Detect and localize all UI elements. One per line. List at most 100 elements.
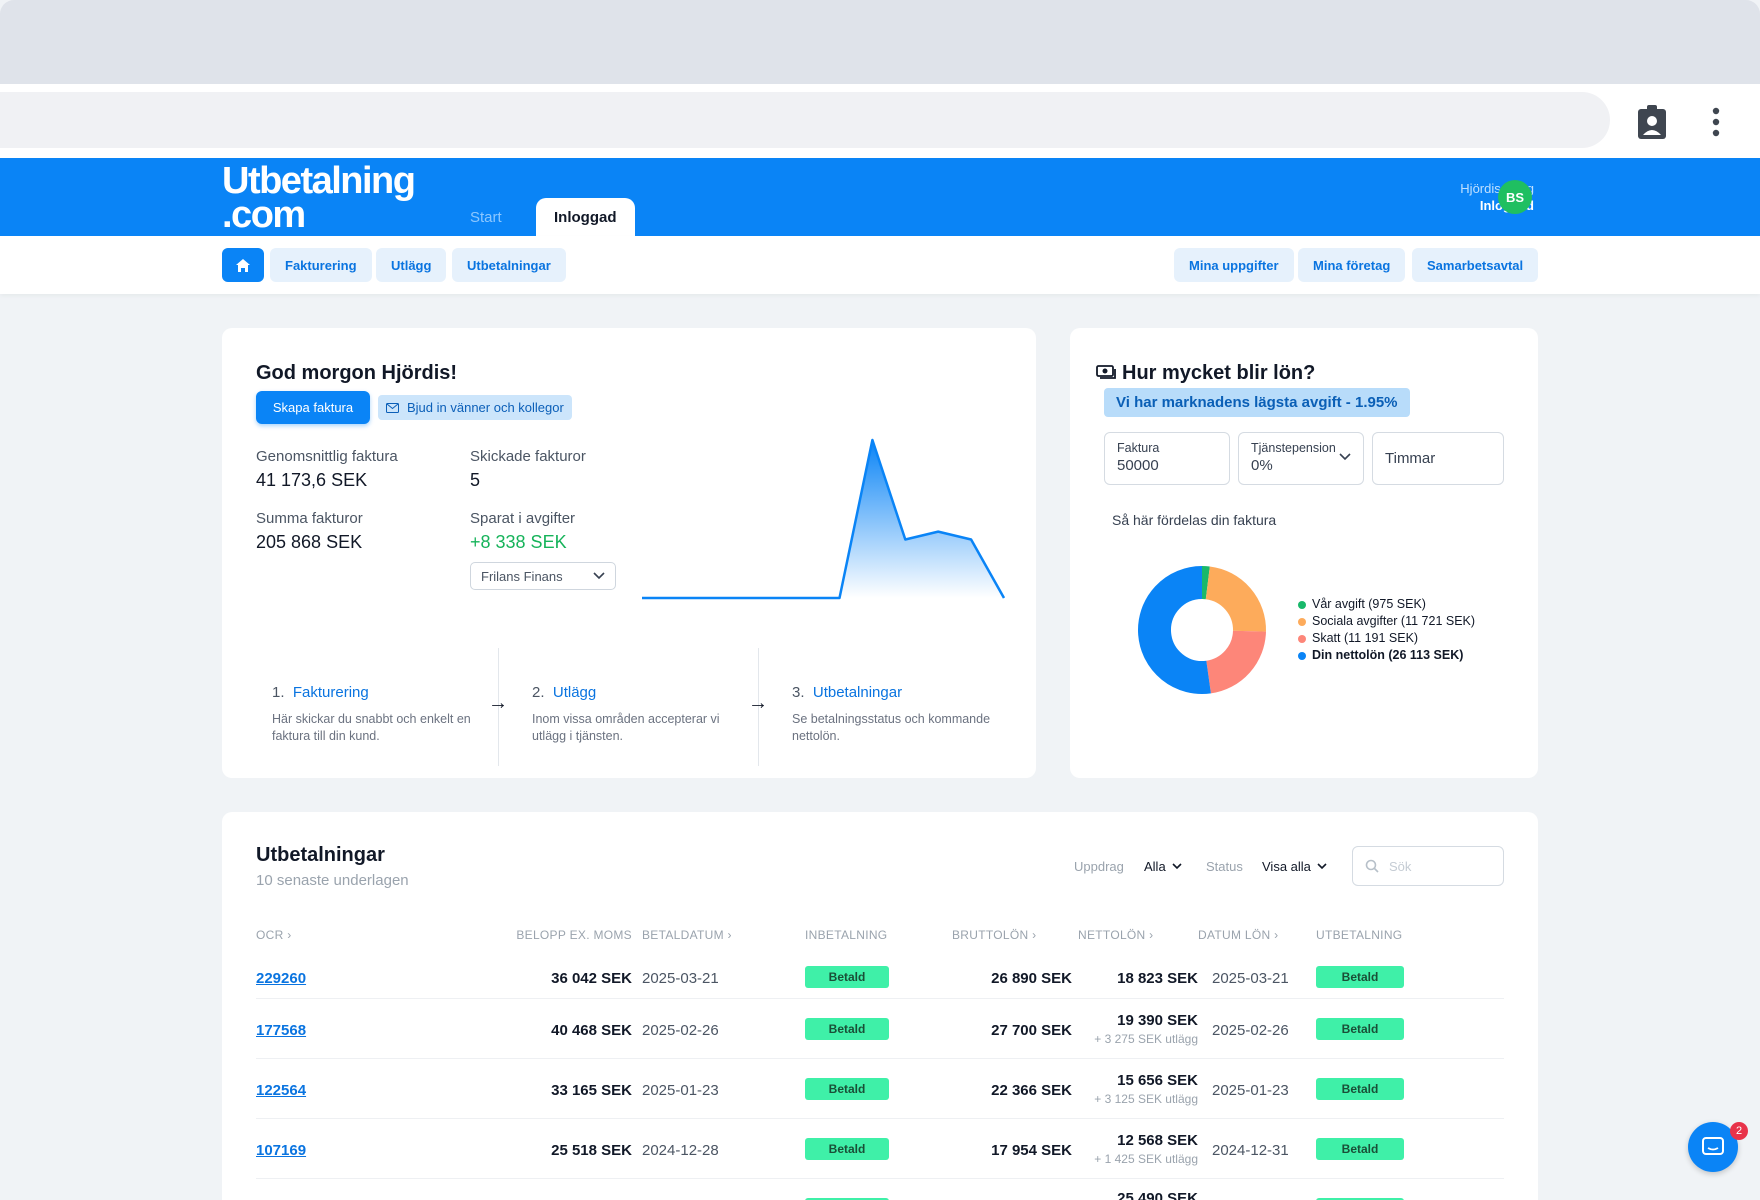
status-select[interactable]: Visa alla	[1262, 859, 1327, 874]
status-value: Visa alla	[1262, 859, 1311, 874]
gross: 17 954 SEK	[991, 1142, 1072, 1159]
faktura-label: Faktura	[1117, 441, 1160, 455]
step-link-fakturering[interactable]: Fakturering	[292, 684, 369, 701]
provider-select[interactable]: Frilans Finans	[470, 562, 616, 590]
salary-title: Hur mycket blir lön?	[1122, 362, 1316, 384]
ocr-link[interactable]: 177568	[256, 1022, 307, 1039]
uppdrag-label: Uppdrag	[1074, 859, 1124, 874]
status-badge: Betald	[805, 966, 889, 988]
avatar[interactable]: BS	[1498, 180, 1532, 214]
gross: 26 890 SEK	[991, 970, 1072, 987]
home-button[interactable]	[222, 248, 264, 282]
net: 18 823 SEK	[1117, 970, 1198, 987]
invite-button[interactable]: Bjud in vänner och kollegor	[378, 395, 572, 420]
faktura-field[interactable]: Faktura 50000	[1104, 432, 1230, 485]
arrow-right-icon: →	[488, 692, 508, 714]
row-divider	[256, 1118, 1504, 1119]
legend-label: Skatt (11 191 SEK)	[1312, 631, 1419, 645]
expense-note: + 3 125 SEK utlägg	[1094, 1092, 1198, 1106]
provider-select-value: Frilans Finans	[481, 568, 563, 584]
ocr-link[interactable]: 122564	[256, 1082, 307, 1099]
salary-date: 2025-02-26	[1212, 1022, 1289, 1039]
legend-label: Vår avgift (975 SEK)	[1312, 597, 1426, 611]
browser-toolbar	[0, 84, 1760, 158]
step-link-utbetalningar[interactable]: Utbetalningar	[812, 684, 903, 701]
sent-invoices-value: 5	[470, 470, 481, 490]
legend-item-fee: Vår avgift (975 SEK)	[1298, 596, 1475, 613]
col-gross[interactable]: BRUTTOLÖN ›	[952, 928, 1037, 942]
salary-date: 2025-01-23	[1212, 1082, 1289, 1099]
money-icon	[1096, 365, 1116, 379]
browser-titlebar	[0, 0, 1760, 84]
status-label: Status	[1206, 859, 1243, 874]
donut-slice-2	[1205, 629, 1266, 694]
status-badge: Betald	[1316, 1138, 1404, 1160]
step-description: Inom vissa områden accepterar vi utlägg …	[532, 712, 720, 743]
row-divider	[256, 1178, 1504, 1179]
hours-field[interactable]: Timmar	[1372, 432, 1504, 485]
welcome-card: God morgon Hjördis! Skapa faktura Bjud i…	[222, 328, 1036, 778]
nav-samarbetsavtal[interactable]: Samarbetsavtal	[1412, 248, 1539, 282]
search-icon	[1365, 859, 1379, 873]
ocr-link[interactable]: 107169	[256, 1142, 307, 1159]
arrow-right-icon: →	[748, 692, 768, 714]
chat-button[interactable]	[1688, 1122, 1738, 1172]
profile-badge-icon[interactable]	[1632, 102, 1672, 142]
legend-item-tax: Skatt (11 191 SEK)	[1298, 630, 1475, 647]
address-bar[interactable]	[0, 92, 1610, 148]
col-ocr[interactable]: OCR ›	[256, 928, 292, 942]
uppdrag-select[interactable]: Alla	[1144, 859, 1182, 874]
paydate: 2024-12-28	[642, 1142, 719, 1159]
nav-utbetalningar[interactable]: Utbetalningar	[452, 248, 566, 282]
tab-start[interactable]: Start	[470, 208, 502, 226]
kebab-menu-icon[interactable]	[1696, 102, 1736, 142]
logo-line2: .com	[222, 194, 306, 236]
legend-label: Din nettolön (26 113 SEK)	[1312, 648, 1464, 662]
nav-mina-uppgifter[interactable]: Mina uppgifter	[1174, 248, 1294, 282]
nav-mina-foretag[interactable]: Mina företag	[1298, 248, 1406, 282]
expense-note: + 3 275 SEK utlägg	[1094, 1032, 1198, 1046]
nav-utlagg[interactable]: Utlägg	[376, 248, 447, 282]
col-net[interactable]: NETTOLÖN ›	[1078, 928, 1154, 942]
legend-dot	[1298, 617, 1306, 626]
donut-legend: Vår avgift (975 SEK) Sociala avgifter (1…	[1298, 596, 1475, 664]
avg-invoice-label: Genomsnittlig faktura	[256, 448, 398, 465]
col-salary-date[interactable]: DATUM LÖN ›	[1198, 928, 1279, 942]
faktura-value: 50000	[1117, 457, 1159, 474]
net: 15 656 SEK	[1117, 1072, 1198, 1089]
step-number: 3.	[792, 684, 805, 701]
mail-icon	[386, 402, 399, 413]
paydate: 2025-02-26	[642, 1022, 719, 1039]
tab-inloggad[interactable]: Inloggad	[536, 198, 635, 236]
amount: 33 165 SEK	[551, 1082, 632, 1099]
col-paydate[interactable]: BETALDATUM ›	[642, 928, 732, 942]
status-badge	[1316, 1198, 1404, 1200]
status-badge: Betald	[805, 1138, 889, 1160]
status-badge	[805, 1198, 889, 1200]
expense-note: + 1 425 SEK utlägg	[1094, 1152, 1198, 1166]
step-link-utlagg[interactable]: Utlägg	[552, 684, 597, 701]
donut-slice-1	[1204, 566, 1266, 632]
sub-navigation: Fakturering Utlägg Utbetalningar Mina up…	[0, 236, 1760, 294]
status-badge: Betald	[805, 1018, 889, 1040]
chat-icon	[1702, 1137, 1724, 1155]
pension-select[interactable]: Tjänstepension 0%	[1238, 432, 1364, 485]
invoice-distribution-donut	[1138, 566, 1266, 694]
saved-fees-value: +8 338 SEK	[470, 532, 567, 552]
paydate: 2025-01-23	[642, 1082, 719, 1099]
ocr-link[interactable]: 229260	[256, 970, 307, 987]
nav-fakturering[interactable]: Fakturering	[270, 248, 372, 282]
create-invoice-button[interactable]: Skapa faktura	[256, 391, 370, 424]
hours-placeholder: Timmar	[1385, 450, 1436, 467]
amount: 25 518 SEK	[551, 1142, 632, 1159]
gross: 27 700 SEK	[991, 1022, 1072, 1039]
col-amount: BELOPP EX. MOMS	[516, 928, 632, 942]
status-badge: Betald	[1316, 1018, 1404, 1040]
saved-fees-label: Sparat i avgifter	[470, 510, 576, 527]
search-input[interactable]: Sök	[1352, 846, 1504, 886]
payouts-title: Utbetalningar	[256, 844, 385, 866]
step-fakturering: 1. Fakturering Här skickar du snabbt och…	[272, 684, 472, 745]
row-divider	[256, 998, 1504, 999]
status-badge: Betald	[1316, 966, 1404, 988]
logo[interactable]: Utbetalning .com	[222, 162, 416, 236]
